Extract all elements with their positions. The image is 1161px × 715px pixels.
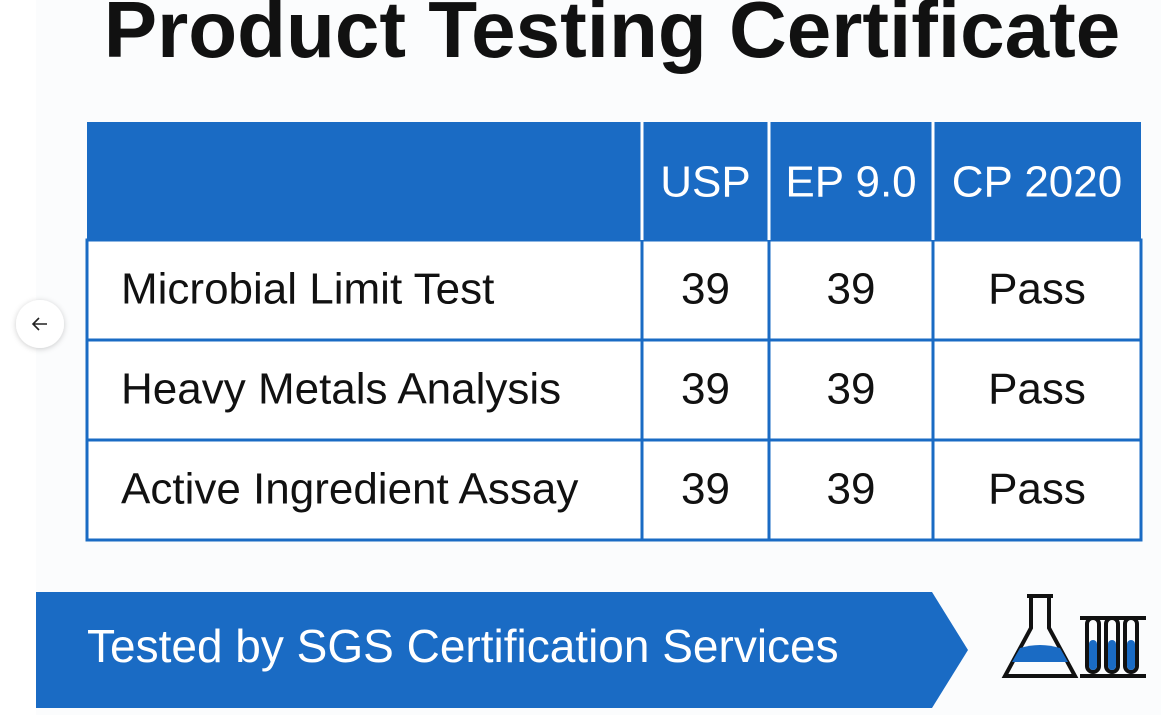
- cell-value: Pass: [988, 465, 1086, 514]
- cell-value: 39: [827, 465, 876, 514]
- column-header: CP 2020: [952, 158, 1122, 207]
- cell-value: 39: [681, 465, 730, 514]
- cell-value: 39: [681, 265, 730, 314]
- back-arrow-icon[interactable]: [31, 317, 47, 331]
- cell-value: Pass: [988, 265, 1086, 314]
- banner-text: Tested by SGS Certification Services: [87, 620, 839, 672]
- row-label: Microbial Limit Test: [121, 265, 494, 314]
- cell-value: 39: [681, 365, 730, 414]
- column-header: USP: [660, 158, 750, 207]
- title: Product Testing Certificate: [104, 0, 1120, 74]
- cell-value: 39: [827, 365, 876, 414]
- back-button[interactable]: [16, 300, 64, 348]
- column-header: EP 9.0: [785, 158, 916, 207]
- banner: [36, 592, 968, 708]
- table-header-bg: [87, 122, 1141, 240]
- lab-icon: [1001, 594, 1146, 678]
- row-label: Active Ingredient Assay: [121, 465, 578, 514]
- table-body-bg: [85, 238, 1143, 542]
- row-label: Heavy Metals Analysis: [121, 365, 561, 414]
- table: USP EP 9.0 CP 2020 Microbial Limit Test 39 39…: [85, 122, 1143, 542]
- cell-value: Pass: [988, 365, 1086, 414]
- cell-value: 39: [827, 265, 876, 314]
